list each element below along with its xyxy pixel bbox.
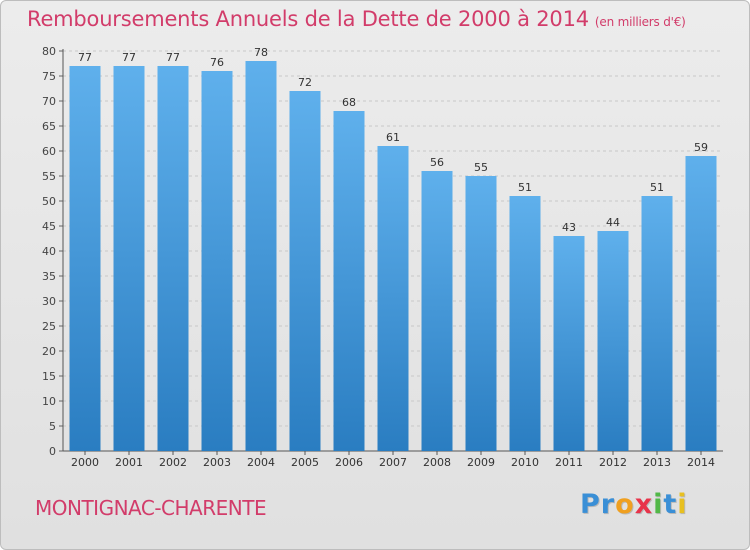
y-tick-label: 65 <box>42 120 56 133</box>
bar-value-label: 51 <box>518 181 532 194</box>
logo-letter: t <box>663 489 678 520</box>
y-tick-label: 80 <box>42 45 56 58</box>
bar-value-label: 72 <box>298 76 312 89</box>
logo-letter: P <box>580 489 601 520</box>
x-tick-label: 2014 <box>687 456 715 469</box>
y-tick-label: 60 <box>42 145 56 158</box>
bar-value-label: 51 <box>650 181 664 194</box>
x-tick-label: 2013 <box>643 456 671 469</box>
bar-value-label: 43 <box>562 221 576 234</box>
bar-value-label: 77 <box>78 51 92 64</box>
bar-value-label: 44 <box>606 216 620 229</box>
x-tick-label: 2012 <box>599 456 627 469</box>
bars <box>69 61 717 451</box>
x-tick-label: 2006 <box>335 456 363 469</box>
y-tick-label: 55 <box>42 170 56 183</box>
bar-2005 <box>289 91 321 451</box>
x-tick-label: 2008 <box>423 456 451 469</box>
logo-letter: r <box>600 489 616 520</box>
bar-value-label: 78 <box>254 46 268 59</box>
bar-value-label: 68 <box>342 96 356 109</box>
bar-2004 <box>245 61 277 451</box>
bar-2001 <box>113 66 145 451</box>
bar-value-label: 56 <box>430 156 444 169</box>
chart-title: Remboursements Annuels de la Dette de 20… <box>27 7 686 31</box>
bar-2014 <box>685 156 717 451</box>
bar-2009 <box>465 176 497 451</box>
chart-subtitle: (en milliers d'€) <box>594 15 686 29</box>
bar-2002 <box>157 66 189 451</box>
y-tick-label: 5 <box>49 420 56 433</box>
x-tick-labels: 2000 2001 2002 2003 2004 2005 2006 2007 2008 2009… <box>71 451 715 469</box>
y-tick-label: 70 <box>42 95 56 108</box>
bar-2010 <box>509 196 541 451</box>
bar-2008 <box>421 171 453 451</box>
bar-value-label: 61 <box>386 131 400 144</box>
proxiti-logo: Proxiti <box>580 489 688 520</box>
y-tick-label: 10 <box>42 395 56 408</box>
bar-value-label: 76 <box>210 56 224 69</box>
commune-name: MONTIGNAC-CHARENTE <box>35 496 267 520</box>
x-tick-label: 2002 <box>159 456 187 469</box>
bar-2011 <box>553 236 585 451</box>
bar-2000 <box>69 66 101 451</box>
y-tick-label: 45 <box>42 220 56 233</box>
x-tick-label: 2010 <box>511 456 539 469</box>
x-tick-label: 2004 <box>247 456 275 469</box>
bar-2003 <box>201 71 233 451</box>
chart-title-text: Remboursements Annuels de la Dette de 20… <box>27 7 589 31</box>
bar-value-labels: 77 77 77 76 78 72 68 61 56 55 51 43 44 51 59 <box>78 46 708 234</box>
x-tick-label: 2009 <box>467 456 495 469</box>
bar-2012 <box>597 231 629 451</box>
y-tick-label: 15 <box>42 370 56 383</box>
logo-letter: i <box>653 489 664 520</box>
bar-2007 <box>377 146 409 451</box>
logo-letter: o <box>615 489 635 520</box>
bar-value-label: 55 <box>474 161 488 174</box>
bar-value-label: 77 <box>122 51 136 64</box>
y-tick-label: 0 <box>49 445 56 458</box>
bar-2013 <box>641 196 673 451</box>
x-tick-label: 2003 <box>203 456 231 469</box>
y-tick-label: 20 <box>42 345 56 358</box>
x-tick-label: 2007 <box>379 456 407 469</box>
bar-value-label: 77 <box>166 51 180 64</box>
y-tick-label: 75 <box>42 70 56 83</box>
y-tick-label: 35 <box>42 270 56 283</box>
x-tick-label: 2005 <box>291 456 319 469</box>
y-tick-label: 40 <box>42 245 56 258</box>
logo-letter: i <box>677 489 688 520</box>
y-tick-label: 50 <box>42 195 56 208</box>
y-tick-label: 25 <box>42 320 56 333</box>
bar-value-label: 59 <box>694 141 708 154</box>
y-tick-labels: 0 5 10 15 20 25 30 35 40 45 50 55 60 65 70 75 80 <box>42 45 56 458</box>
bar-2006 <box>333 111 365 451</box>
x-tick-label: 2011 <box>555 456 583 469</box>
logo-letter: x <box>634 489 654 520</box>
x-tick-label: 2001 <box>115 456 143 469</box>
y-tick-label: 30 <box>42 295 56 308</box>
x-tick-label: 2000 <box>71 456 99 469</box>
